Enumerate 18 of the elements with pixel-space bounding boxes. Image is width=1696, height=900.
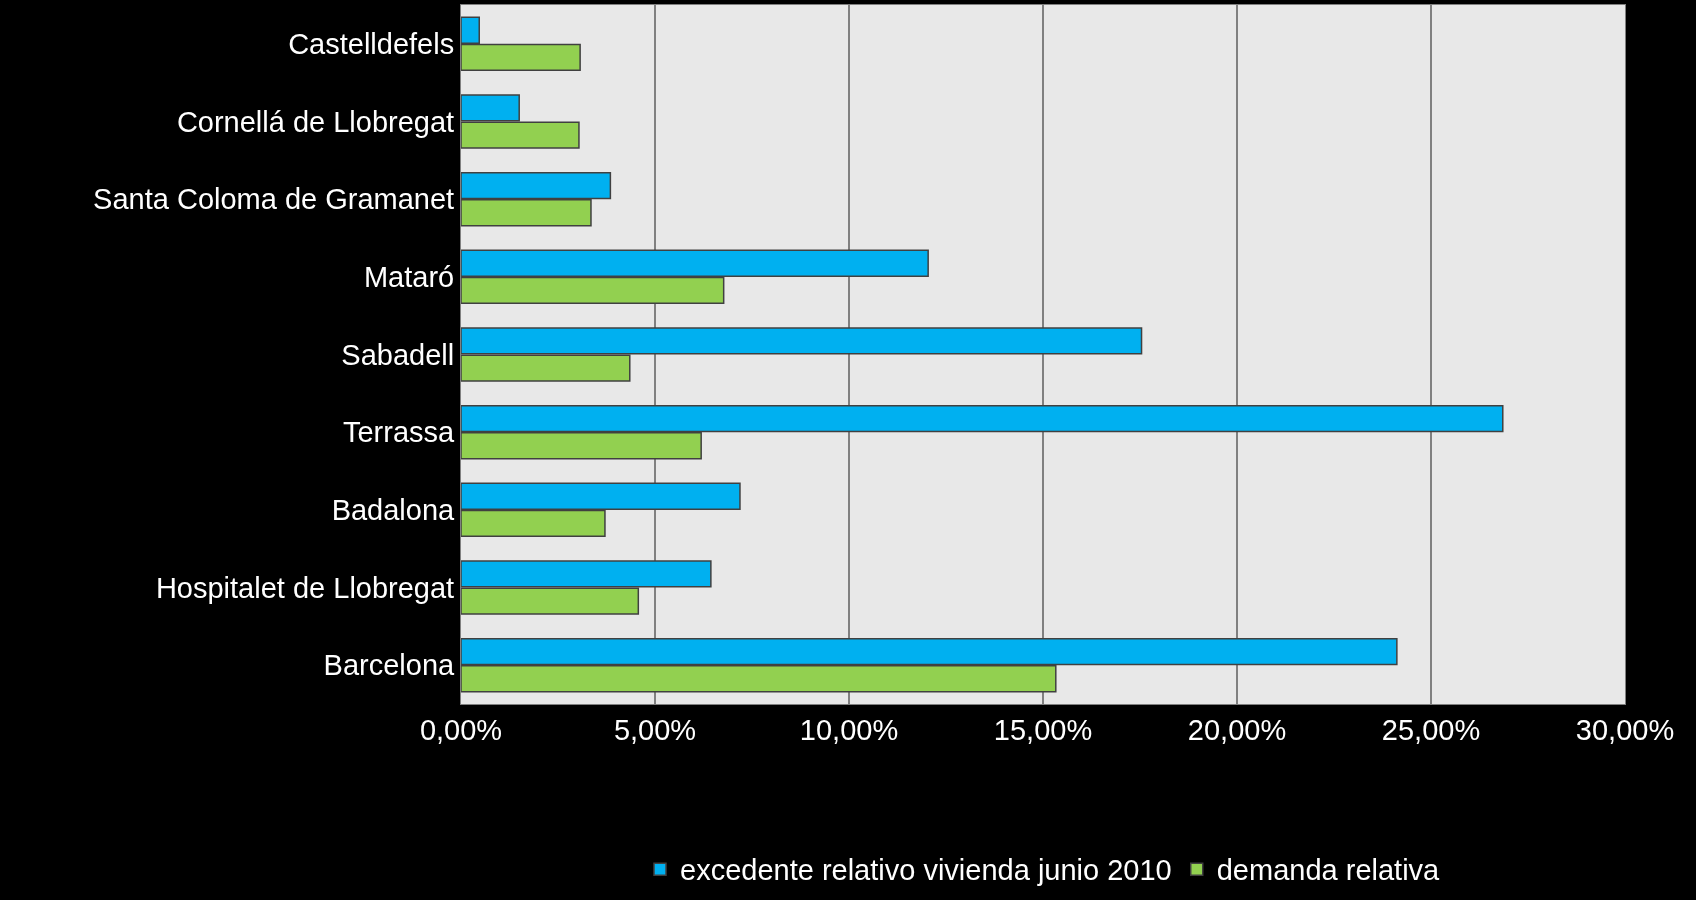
y-tick-label: Cornellá de Llobregat bbox=[176, 105, 455, 138]
legend-label: demanda relativa bbox=[1216, 854, 1441, 887]
x-tick-label: 30,00% bbox=[1575, 713, 1675, 746]
x-tick-label: 0,00% bbox=[419, 713, 503, 746]
y-tick-label: Hospitalet de Llobregat bbox=[155, 571, 455, 604]
y-tick-label: Sabadell bbox=[341, 338, 455, 371]
y-tick-label: Terrassa bbox=[343, 416, 456, 449]
x-tick-label: 15,00% bbox=[993, 713, 1093, 746]
x-tick-label: 10,00% bbox=[799, 713, 899, 746]
y-tick-label: Castelldefels bbox=[288, 27, 455, 60]
y-tick-label: Badalona bbox=[331, 493, 456, 526]
y-tick-label: Mataró bbox=[363, 260, 455, 293]
x-tick-label: 5,00% bbox=[613, 713, 697, 746]
legend-label: excedente relativo vivienda junio 2010 bbox=[680, 854, 1172, 887]
y-tick-label: Barcelona bbox=[323, 649, 456, 682]
y-tick-label: Santa Coloma de Gramanet bbox=[93, 183, 455, 216]
x-tick-label: 25,00% bbox=[1381, 713, 1481, 746]
x-tick-label: 20,00% bbox=[1187, 713, 1287, 746]
